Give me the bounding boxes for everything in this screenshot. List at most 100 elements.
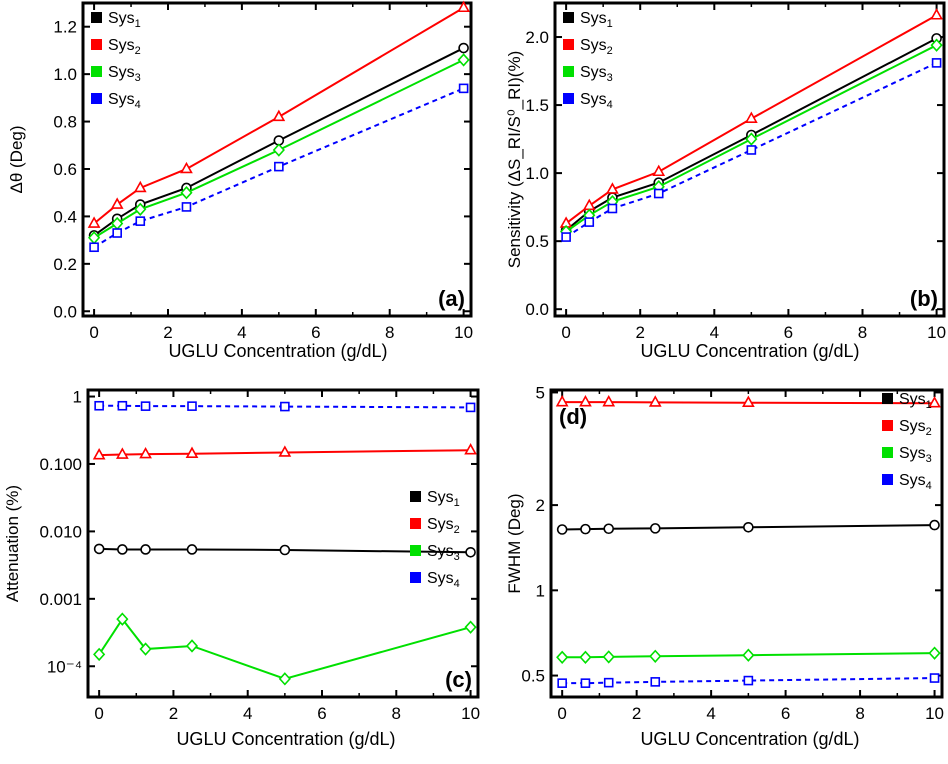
marker-diamond <box>556 650 569 665</box>
series-sys4 <box>89 83 469 253</box>
marker-diamond <box>464 620 477 634</box>
legend-swatch <box>882 474 893 485</box>
marker-square <box>603 677 614 688</box>
marker-diamond <box>116 612 129 626</box>
legend-swatch <box>882 420 893 431</box>
legend-label: Sys1 <box>427 489 460 509</box>
x-axis-label: UGLU Concentration (g/dL) <box>168 341 387 361</box>
y-tick-label: 1 <box>73 388 82 407</box>
marker-square <box>187 401 197 411</box>
marker-circle <box>465 546 476 558</box>
x-tick-label: 8 <box>385 323 394 342</box>
marker-diamond <box>278 672 291 686</box>
legend-label: Sys1 <box>899 391 932 411</box>
marker-triangle <box>180 161 193 174</box>
legend-swatch <box>410 491 421 502</box>
x-tick-label: 6 <box>781 704 790 723</box>
x-tick-label: 4 <box>706 704 715 723</box>
panel-label: (d) <box>559 404 587 429</box>
series-sys4 <box>94 400 476 413</box>
legend: Sys1 Sys2 Sys3 Sys4 <box>91 10 141 111</box>
plot-frame <box>81 1 473 318</box>
y-tick-label: 0.2 <box>53 255 77 274</box>
legend-label: Sys3 <box>899 445 932 465</box>
legend-swatch <box>91 66 102 77</box>
marker-triangle <box>464 443 477 455</box>
marker-circle <box>117 544 128 555</box>
y-tick-label: 5 <box>536 383 545 402</box>
plot-frame <box>549 388 944 699</box>
y-tick-label: 2 <box>536 496 545 515</box>
marker-diamond <box>928 646 941 660</box>
legend-label: Sys1 <box>108 10 141 30</box>
legend-label: Sys3 <box>427 543 460 563</box>
y-tick-label: 0.0 <box>525 300 549 319</box>
marker-diamond <box>185 639 199 653</box>
marker-triangle <box>185 446 199 458</box>
marker-triangle <box>930 8 943 20</box>
marker-triangle <box>742 395 755 407</box>
series-sys3 <box>93 612 477 686</box>
y-tick-label: 0.001 <box>39 590 82 609</box>
legend: Sys1 Sys2 Sys3 Sys4 <box>882 391 932 492</box>
series-sys2 <box>559 8 943 228</box>
marker-square <box>112 228 122 238</box>
legend-label: Sys3 <box>580 64 613 84</box>
marker-diamond <box>579 650 592 665</box>
marker-triangle <box>652 164 666 177</box>
legend-label: Sys4 <box>899 472 932 492</box>
marker-square <box>117 400 128 411</box>
marker-square <box>929 673 940 683</box>
series-sys3 <box>556 646 941 665</box>
marker-triangle <box>602 395 616 407</box>
marker-diamond <box>742 648 755 662</box>
x-tick-label: 0 <box>561 323 570 342</box>
marker-square <box>181 202 192 212</box>
marker-diamond <box>180 186 193 200</box>
x-tick-label: 2 <box>632 704 641 723</box>
y-tick-label: 1 <box>536 581 545 600</box>
marker-triangle <box>92 448 106 460</box>
marker-square <box>931 58 942 68</box>
series-sys4 <box>561 58 942 242</box>
panel-c: 0 2 4 6 8 10 10⁻⁴ 0.001 0.010 0.100 1 UGLU Concentr… <box>3 388 480 749</box>
marker-diamond <box>93 647 106 662</box>
marker-square <box>89 242 99 253</box>
marker-square <box>140 401 151 411</box>
legend-label: Sys3 <box>108 64 141 84</box>
marker-triangle <box>579 395 592 407</box>
marker-diamond <box>602 650 615 664</box>
x-tick-label: 10 <box>925 704 944 723</box>
marker-diamond <box>139 642 152 656</box>
marker-square <box>580 678 591 688</box>
marker-triangle <box>272 109 286 122</box>
marker-triangle <box>606 182 619 194</box>
marker-diamond <box>649 649 662 663</box>
x-tick-label: 8 <box>858 323 867 342</box>
marker-diamond <box>457 53 470 67</box>
marker-square <box>584 217 595 227</box>
panel-label: (b) <box>910 286 938 311</box>
marker-diamond <box>745 132 758 146</box>
y-tick-label: 1.0 <box>525 164 549 183</box>
x-tick-label: 6 <box>784 323 793 342</box>
series-line <box>98 617 471 680</box>
marker-circle <box>603 523 615 535</box>
legend-label: Sys4 <box>580 91 613 111</box>
x-tick-label: 0 <box>94 704 103 723</box>
marker-square <box>650 677 661 687</box>
y-tick-label: 0.8 <box>53 113 77 132</box>
x-tick-label: 10 <box>927 323 946 342</box>
marker-square <box>653 188 664 199</box>
y-axis-label: FWHM (Deg) <box>505 493 524 593</box>
y-tick-label: 1.0 <box>53 65 77 84</box>
series-sys2 <box>555 395 941 408</box>
marker-diamond <box>134 202 147 216</box>
legend-label: Sys4 <box>427 570 460 590</box>
x-tick-label: 8 <box>855 704 864 723</box>
marker-square <box>135 216 146 226</box>
x-tick-label: 6 <box>317 704 326 723</box>
x-tick-label: 10 <box>461 704 480 723</box>
series-sys3 <box>88 53 470 245</box>
y-tick-label: 0.0 <box>53 302 77 321</box>
